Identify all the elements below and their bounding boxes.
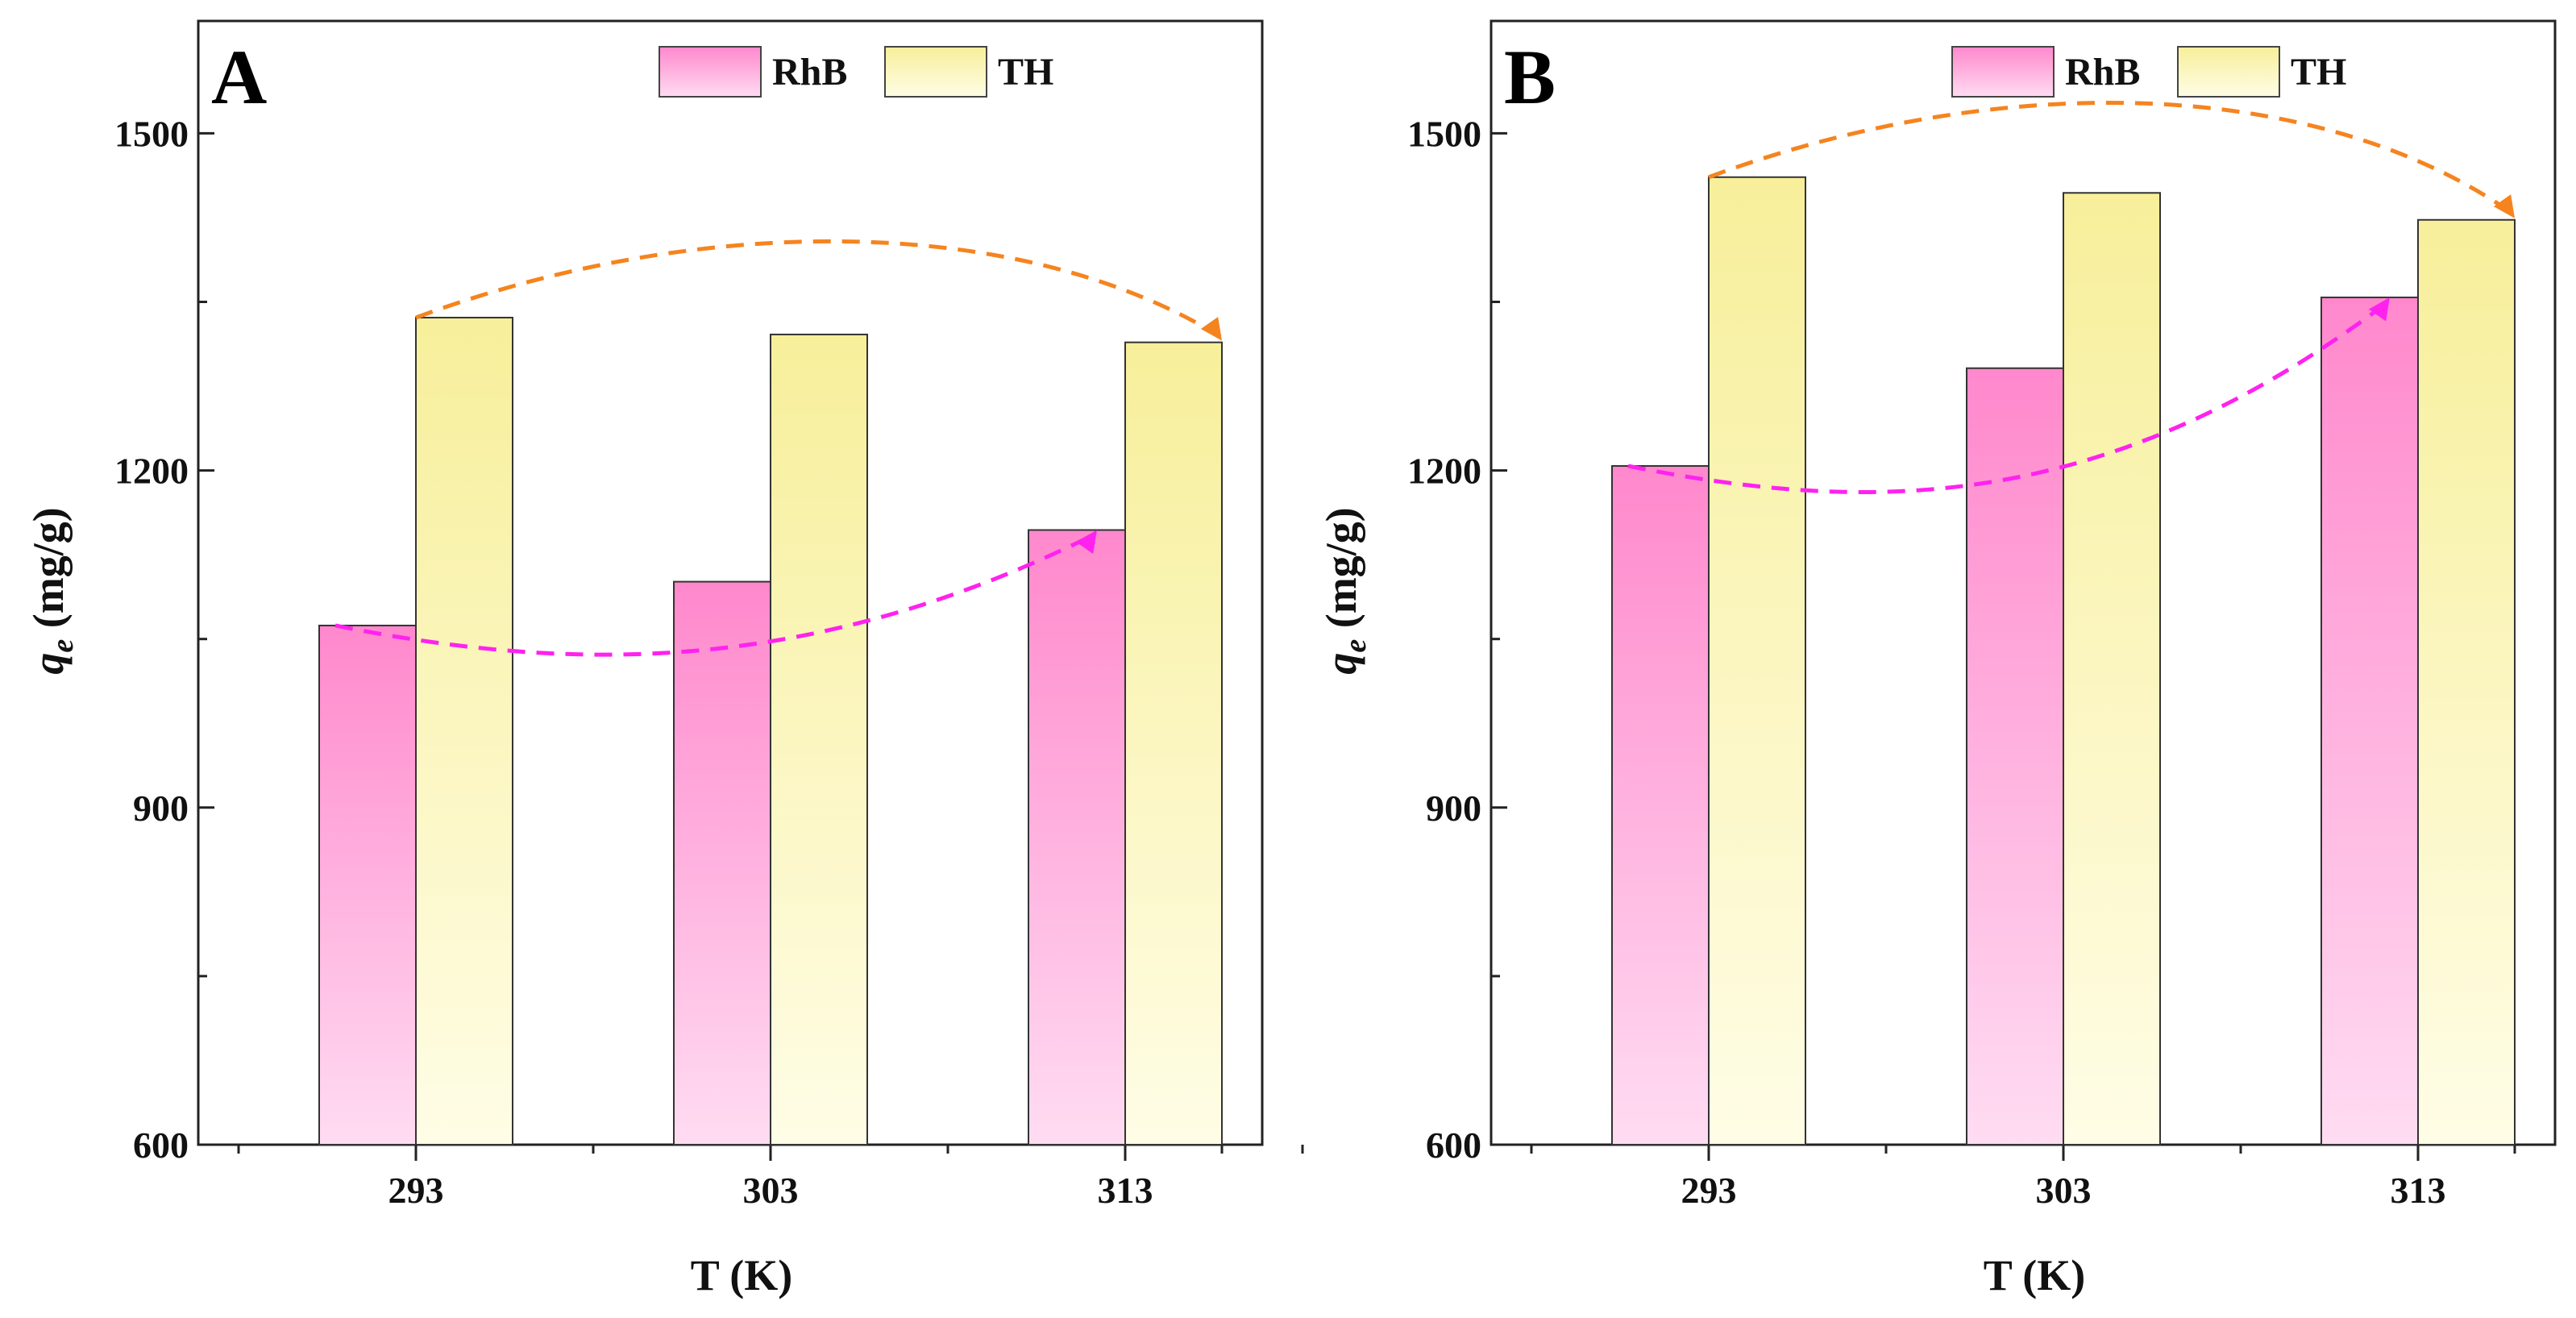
bar-th-313	[1124, 341, 1223, 1145]
chart-panel-b: 600 900 1200 1500 293 303 313 B RhB TH T (K) qe (mg…	[1317, 19, 2557, 1299]
y-axis-title-subscript: e	[46, 639, 80, 653]
y-axis-title-symbol: q	[1317, 653, 1365, 675]
bar-th-293	[1708, 176, 1806, 1146]
x-tick-label: 293	[388, 1170, 444, 1211]
x-tick-label: 303	[2036, 1170, 2092, 1211]
x-axis-title: T (K)	[1984, 1251, 2086, 1299]
chart-panel-a: 600 900 1200 1500 293 303 313 A RhB TH T (K) qe (mg…	[24, 19, 1304, 1299]
x-axis-title: T (K)	[691, 1251, 793, 1299]
bar-rhb-303	[673, 580, 771, 1145]
y-axis-title: qe (mg/g)	[1317, 507, 1373, 674]
bar-th-303	[770, 333, 868, 1145]
trend-arrow-th	[415, 239, 1224, 339]
legend-label-rhb: RhB	[772, 51, 847, 94]
legend-label-th: TH	[998, 51, 1053, 94]
y-tick-label: 900	[133, 788, 189, 829]
y-axis-title-unit: (mg/g)	[1317, 507, 1365, 638]
y-tick-label: 1500	[1407, 113, 1481, 154]
legend-swatch-th	[884, 46, 987, 98]
arrowhead-rhb	[2368, 297, 2390, 322]
panel-label: B	[1504, 34, 1556, 120]
bar-th-293	[415, 317, 513, 1145]
legend-swatch-th	[2177, 46, 2280, 98]
bar-rhb-313	[1028, 529, 1126, 1145]
y-axis-title-subscript: e	[1339, 639, 1373, 653]
y-tick-label: 600	[1426, 1125, 1481, 1166]
bar-th-303	[2063, 192, 2161, 1146]
bar-th-313	[2417, 218, 2516, 1145]
legend-label-rhb: RhB	[2065, 51, 2140, 94]
arrowhead-th	[1200, 317, 1222, 341]
y-axis-title: qe (mg/g)	[24, 507, 80, 674]
y-tick-label: 1200	[1407, 451, 1481, 492]
bar-rhb-293	[1611, 465, 1710, 1145]
y-tick-label: 1200	[114, 451, 189, 492]
legend-swatch-rhb	[1951, 46, 2055, 98]
y-tick-label: 900	[1426, 788, 1481, 829]
x-tick-label: 313	[1098, 1170, 1153, 1211]
x-tick-label: 313	[2391, 1170, 2446, 1211]
x-tick-label: 303	[743, 1170, 799, 1211]
x-tick-label: 293	[1681, 1170, 1737, 1211]
y-axis-title-unit: (mg/g)	[24, 507, 73, 638]
arrowhead-th	[2493, 194, 2515, 218]
panel-label: A	[211, 34, 267, 120]
arrowhead-rhb	[1075, 530, 1097, 555]
trend-arrow-rhb	[334, 531, 1099, 657]
legend-label-th: TH	[2291, 51, 2346, 94]
legend-swatch-rhb	[659, 46, 762, 98]
bar-rhb-313	[2320, 296, 2419, 1146]
trend-arrow-th	[1708, 100, 2516, 217]
y-tick-label: 600	[133, 1125, 189, 1166]
y-tick-label: 1500	[114, 113, 189, 154]
y-axis-title-symbol: q	[24, 653, 73, 675]
bar-rhb-293	[318, 624, 417, 1145]
